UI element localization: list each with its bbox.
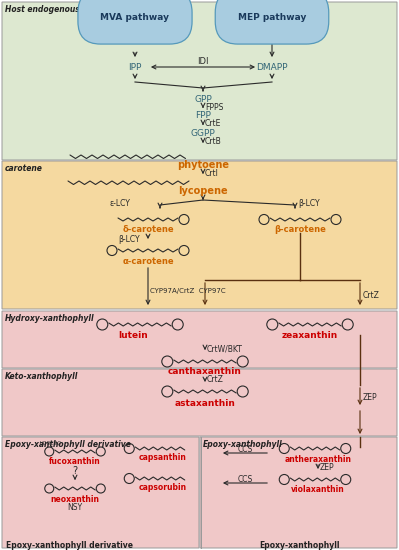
Text: β-LCY: β-LCY bbox=[298, 199, 320, 207]
Text: MEP pathway: MEP pathway bbox=[238, 13, 306, 21]
Text: capsorubin: capsorubin bbox=[139, 483, 187, 492]
Text: α-carotene: α-carotene bbox=[122, 257, 174, 267]
FancyBboxPatch shape bbox=[2, 311, 397, 368]
Text: violaxanthin: violaxanthin bbox=[291, 486, 345, 494]
Text: δ-carotene: δ-carotene bbox=[122, 224, 174, 234]
Text: IPP: IPP bbox=[128, 63, 142, 72]
Text: capsanthin: capsanthin bbox=[139, 454, 187, 463]
Text: Epoxy-xanthophyll: Epoxy-xanthophyll bbox=[203, 440, 283, 449]
Text: CrtB: CrtB bbox=[205, 138, 222, 146]
Text: CYP97A/CrtZ  CYP97C: CYP97A/CrtZ CYP97C bbox=[150, 288, 225, 294]
FancyBboxPatch shape bbox=[200, 437, 397, 548]
Text: FPP: FPP bbox=[195, 112, 211, 120]
Text: FPPS: FPPS bbox=[205, 102, 223, 112]
Text: phytoene: phytoene bbox=[177, 160, 229, 170]
Text: canthaxanthin: canthaxanthin bbox=[168, 367, 242, 377]
Text: CCS: CCS bbox=[237, 444, 253, 454]
Text: Hydroxy-xanthophyll: Hydroxy-xanthophyll bbox=[5, 314, 95, 323]
Text: HOOCOO: HOOCOO bbox=[40, 441, 62, 446]
Text: ?: ? bbox=[73, 466, 77, 476]
Text: CrtE: CrtE bbox=[205, 119, 221, 129]
Text: neoxanthin: neoxanthin bbox=[51, 494, 99, 503]
Text: β-LCY: β-LCY bbox=[118, 235, 140, 245]
Text: Ac-CoA: Ac-CoA bbox=[120, 29, 150, 37]
Text: antheraxanthin: antheraxanthin bbox=[284, 454, 352, 464]
Text: Epoxy-xanthophyll derivative: Epoxy-xanthophyll derivative bbox=[6, 541, 134, 549]
FancyBboxPatch shape bbox=[2, 437, 199, 548]
Text: carotene: carotene bbox=[5, 164, 43, 173]
FancyBboxPatch shape bbox=[2, 161, 397, 309]
Text: NSY: NSY bbox=[67, 503, 83, 512]
Text: ε-LCY: ε-LCY bbox=[109, 199, 130, 207]
Text: lutein: lutein bbox=[118, 331, 148, 339]
Text: ZEP: ZEP bbox=[363, 393, 377, 403]
Text: lycopene: lycopene bbox=[178, 186, 228, 196]
Text: fucoxanthin: fucoxanthin bbox=[49, 456, 101, 465]
Text: CrtZ: CrtZ bbox=[363, 290, 380, 300]
Text: Host endogenous precursors: Host endogenous precursors bbox=[5, 5, 128, 14]
Text: CCS: CCS bbox=[237, 475, 253, 483]
Text: β-carotene: β-carotene bbox=[274, 224, 326, 234]
Text: IDI: IDI bbox=[197, 57, 209, 65]
FancyBboxPatch shape bbox=[2, 369, 397, 436]
Text: CrtW/BKT: CrtW/BKT bbox=[207, 344, 243, 354]
FancyBboxPatch shape bbox=[2, 2, 397, 160]
Text: Keto-xanthophyll: Keto-xanthophyll bbox=[5, 372, 78, 381]
Text: MVA pathway: MVA pathway bbox=[101, 13, 170, 21]
Text: Epoxy-xanthophyll derivative: Epoxy-xanthophyll derivative bbox=[5, 440, 131, 449]
Text: DMAPP: DMAPP bbox=[256, 63, 288, 72]
Text: zeaxanthin: zeaxanthin bbox=[282, 331, 338, 339]
Text: astaxanthin: astaxanthin bbox=[175, 399, 235, 408]
Text: GGPP: GGPP bbox=[191, 129, 215, 138]
Text: Epoxy-xanthophyll: Epoxy-xanthophyll bbox=[260, 541, 340, 549]
Text: Pyrurate: Pyrurate bbox=[254, 29, 290, 37]
Text: CrtI: CrtI bbox=[205, 168, 219, 178]
Text: ZEP: ZEP bbox=[320, 463, 335, 471]
Text: CrtZ: CrtZ bbox=[207, 376, 224, 384]
Text: GPP: GPP bbox=[194, 95, 212, 103]
